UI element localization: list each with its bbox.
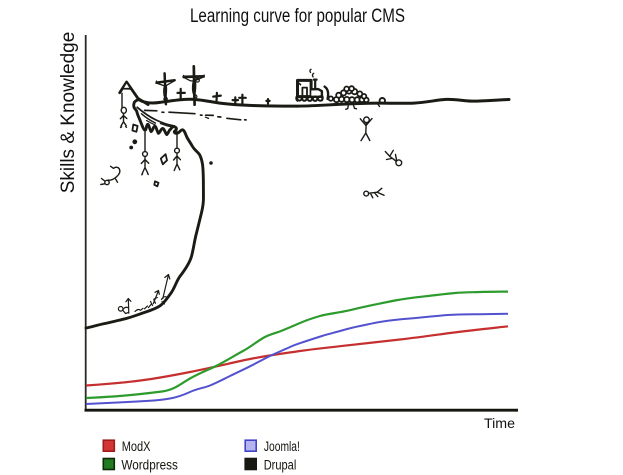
svg-text:Drupal: Drupal [264,457,297,472]
svg-text:Wordpress: Wordpress [121,457,178,472]
svg-text:ModX: ModX [122,439,151,454]
svg-text:Skills & Knowledge: Skills & Knowledge [58,32,79,194]
svg-text:Learning curve for popular CMS: Learning curve for popular CMS [190,6,405,27]
svg-text:Joomla!: Joomla! [264,439,300,454]
svg-text:Time: Time [484,415,515,431]
